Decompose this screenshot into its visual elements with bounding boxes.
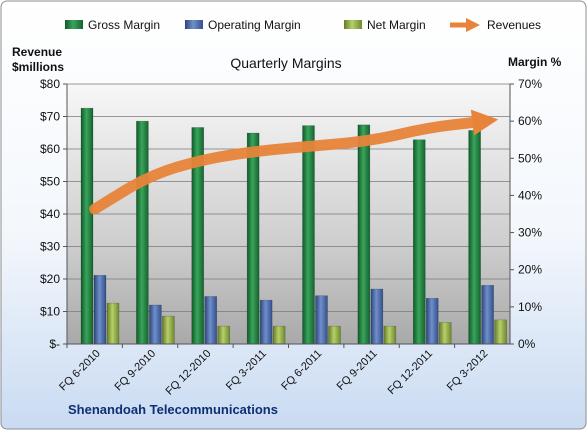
legend-swatch-revenues xyxy=(450,18,480,32)
bar-gross-margin xyxy=(468,130,481,345)
revenues-point xyxy=(315,145,317,147)
legend-swatch-gross-margin xyxy=(65,20,83,29)
bar-net-margin xyxy=(272,325,286,345)
left-axis-tick-label: $30 xyxy=(40,240,60,254)
bar-gross-margin xyxy=(246,132,260,345)
bar-net-margin xyxy=(162,315,175,345)
legend-swatch-net-margin xyxy=(344,20,362,29)
left-axis-title-line1: Revenue xyxy=(12,45,62,59)
revenues-point xyxy=(260,150,262,152)
bar-net-margin xyxy=(106,302,120,345)
chart-title: Quarterly Margins xyxy=(230,55,341,71)
legend-label-gross-margin: Gross Margin xyxy=(88,18,160,32)
right-axis-tick-label: 0% xyxy=(518,337,536,351)
left-axis-tick-label: $10 xyxy=(40,305,60,319)
footer-company-name: Shenandoah Telecommunications xyxy=(68,402,278,417)
right-axis-tick-label: 50% xyxy=(518,151,542,165)
bar-operating-margin xyxy=(481,285,494,345)
bar-net-margin xyxy=(383,325,397,345)
bar-operating-margin xyxy=(370,288,384,345)
revenues-point xyxy=(204,158,206,160)
bar-net-margin xyxy=(328,325,341,345)
right-axis-tick-label: 60% xyxy=(518,114,542,128)
revenues-point xyxy=(481,120,483,122)
right-axis-tick-label: 40% xyxy=(518,188,542,202)
left-axis-title-line2: $millions xyxy=(12,60,64,74)
revenues-arrowhead xyxy=(470,109,499,136)
revenues-point xyxy=(371,140,373,142)
bar-gross-margin xyxy=(80,107,94,345)
right-axis-tick-label: 20% xyxy=(518,263,542,277)
right-axis-title: Margin % xyxy=(508,55,562,69)
bar-net-margin xyxy=(494,319,507,345)
left-axis-tick-label: $80 xyxy=(40,77,60,91)
left-axis-tick-label: $60 xyxy=(40,142,60,156)
bar-operating-margin xyxy=(93,274,107,345)
bar-net-margin xyxy=(438,322,452,345)
bar-gross-margin xyxy=(412,139,426,345)
bar-gross-margin xyxy=(136,120,149,345)
revenues-point xyxy=(94,208,96,210)
right-axis-tick-label: 30% xyxy=(518,226,542,240)
legend-label-net-margin: Net Margin xyxy=(367,18,426,32)
bar-operating-margin xyxy=(425,298,439,345)
bar-net-margin xyxy=(217,325,231,345)
legend-swatch-operating-margin xyxy=(185,20,203,29)
bar-operating-margin xyxy=(259,299,273,345)
left-axis-tick-label: $- xyxy=(49,337,60,351)
bar-operating-margin xyxy=(315,295,328,345)
bar-operating-margin xyxy=(204,296,218,345)
right-axis-tick-label: 10% xyxy=(518,300,542,314)
left-axis-tick-label: $50 xyxy=(40,175,60,189)
left-axis-tick-label: $70 xyxy=(40,110,60,124)
bar-gross-margin xyxy=(357,124,371,345)
right-axis-tick-label: 70% xyxy=(518,77,542,91)
revenues-line xyxy=(89,117,478,215)
legend-label-revenues: Revenues xyxy=(487,18,541,32)
legend-label-operating-margin: Operating Margin xyxy=(208,18,301,32)
left-axis-tick-label: $20 xyxy=(40,272,60,286)
bar-gross-margin xyxy=(302,125,315,345)
bar-operating-margin xyxy=(149,304,162,345)
legend: Gross Margin Operating Margin Net Margin… xyxy=(65,18,541,32)
revenues-point xyxy=(426,127,428,129)
line-series xyxy=(89,109,499,215)
left-axis-tick-label: $40 xyxy=(40,207,60,221)
revenues-point xyxy=(149,174,151,176)
